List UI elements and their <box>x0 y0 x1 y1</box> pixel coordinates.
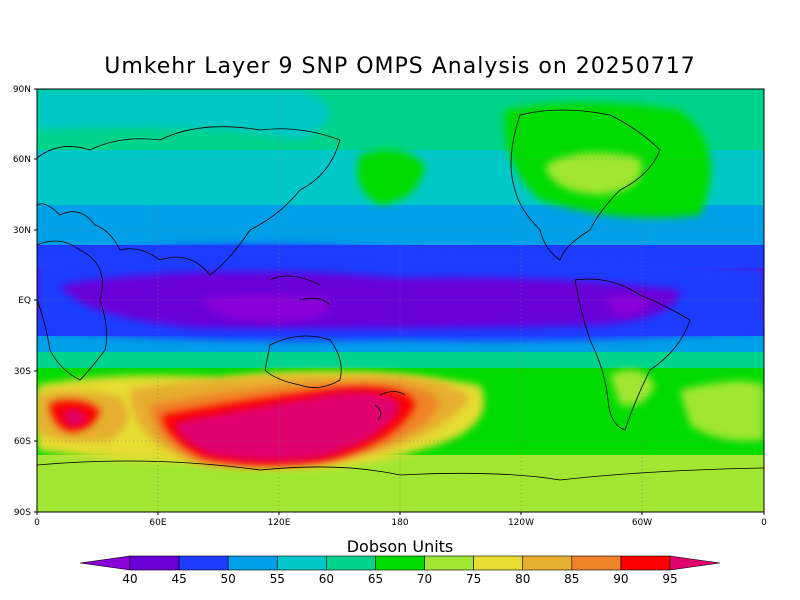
colorbar-swatch <box>620 555 671 571</box>
graticule <box>37 89 764 512</box>
colorbar-swatch <box>227 555 278 571</box>
colorbar-swatch <box>424 555 474 571</box>
colorbar-title: Dobson Units <box>346 537 454 556</box>
colorbar-max-arrow <box>669 555 721 571</box>
colorbar-label: 85 <box>564 572 579 586</box>
lon-tick: 0 <box>761 518 767 528</box>
colorbar-label: 70 <box>417 572 432 586</box>
lon-axis: 0 60E 120E 180 120W 60W 0 <box>34 518 767 528</box>
colorbar-swatch <box>571 555 622 571</box>
coastlines <box>37 109 764 481</box>
lat-tick: 30S <box>14 367 31 377</box>
colorbar-label: 45 <box>171 572 186 586</box>
colorbar-swatch <box>522 555 573 571</box>
colorbar-label: 65 <box>368 572 383 586</box>
chart-title: Umkehr Layer 9 SNP OMPS Analysis on 2025… <box>104 54 696 79</box>
lat-tick: EQ <box>18 296 31 306</box>
colorbar-swatch <box>276 555 327 571</box>
colorbar-swatch <box>375 555 425 571</box>
lat-tick: 30N <box>13 226 31 236</box>
lat-tick: 90N <box>13 85 31 95</box>
lat-axis: 90N 60N 30N EQ 30S 60S 90S <box>13 85 31 518</box>
colorbar-label: 40 <box>122 572 137 586</box>
colorbar-label: 75 <box>466 572 481 586</box>
colorbar-label: 50 <box>221 572 236 586</box>
colorbar-label: 80 <box>515 572 530 586</box>
lon-tick: 0 <box>34 518 40 528</box>
lon-tick: 60E <box>149 518 166 528</box>
lon-tick: 180 <box>391 518 408 528</box>
lat-tick: 60S <box>14 437 31 447</box>
colorbar-swatch <box>129 555 180 571</box>
lat-tick: 90S <box>14 508 31 518</box>
ozone-field <box>37 89 764 512</box>
colorbar-swatch <box>178 555 229 571</box>
lon-tick: 120E <box>268 518 291 528</box>
colorbar-swatch <box>473 555 524 571</box>
colorbar-label: 95 <box>662 572 677 586</box>
colorbar-label: 60 <box>319 572 334 586</box>
colorbar-swatch <box>326 555 376 571</box>
lon-tick: 60W <box>632 518 652 528</box>
colorbar-label: 90 <box>613 572 628 586</box>
colorbar-label: 55 <box>270 572 285 586</box>
lon-tick: 120W <box>508 518 534 528</box>
colorbar-min-arrow <box>79 555 131 571</box>
colorbar: 40 45 50 55 60 65 70 75 80 85 90 95 <box>79 555 721 586</box>
lat-tick: 60N <box>13 155 31 165</box>
